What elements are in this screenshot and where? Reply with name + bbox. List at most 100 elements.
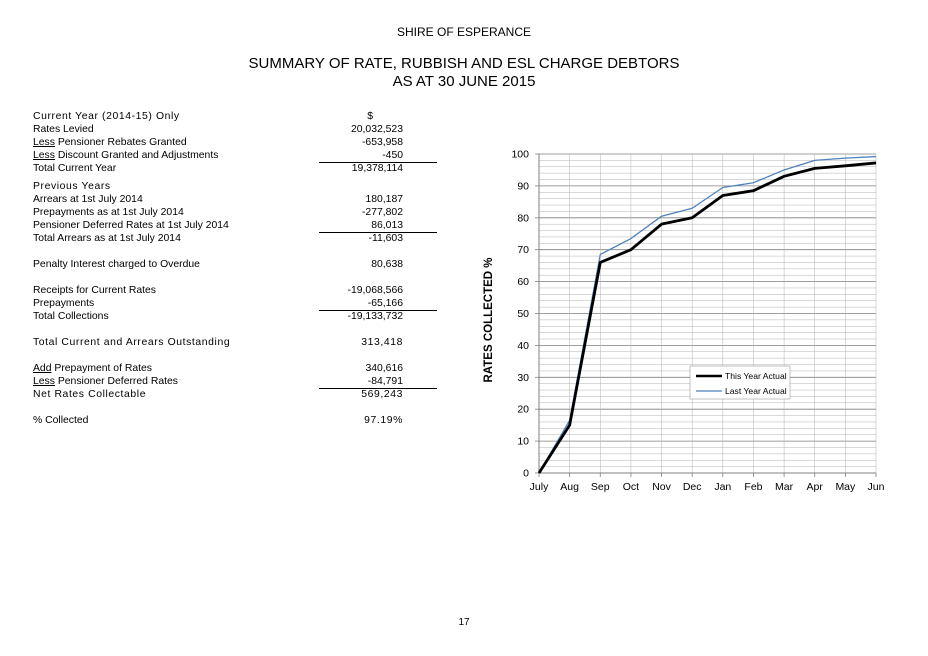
x-tick-label: Sep (591, 481, 610, 493)
discount-value: -450 (382, 150, 403, 161)
percent-collected-value: 97.19% (364, 415, 403, 426)
y-tick-label: 90 (517, 180, 529, 192)
page-number: 17 (458, 617, 470, 628)
less-pensioner-deferred-text: Pensioner Deferred Rates (57, 376, 178, 387)
total-collections-value: -19,133,732 (347, 311, 403, 322)
y-tick-label: 60 (517, 276, 529, 288)
x-tick-label: Feb (744, 481, 762, 493)
prepayments-1july-row: Prepayments as at 1st July 2014 -277,802 (33, 206, 413, 219)
total-arrears-label: Total Arrears as at 1st July 2014 (33, 233, 181, 244)
x-tick-label: Jun (868, 481, 885, 493)
total-outstanding-row: Total Current and Arrears Outstanding 31… (33, 336, 413, 349)
net-collectable-value: 569,243 (361, 389, 403, 400)
total-arrears-row: Total Arrears as at 1st July 2014 -11,60… (33, 232, 437, 245)
x-tick-label: Oct (623, 481, 639, 493)
current-year-heading-row: Current Year (2014-15) Only $ (33, 110, 413, 123)
y-tick-label: 30 (517, 372, 529, 384)
receipts-value: -19,068,566 (347, 285, 403, 296)
add-prepayment-row: Add Prepayment of Rates 340,616 (33, 362, 413, 375)
current-year-heading: Current Year (2014-15) Only (33, 111, 180, 122)
y-tick-label: 40 (517, 340, 529, 352)
y-tick-label: 80 (517, 212, 529, 224)
y-axis-title: RATES COLLECTED % (483, 257, 495, 382)
pensioner-deferred-row: Pensioner Deferred Rates at 1st July 201… (33, 219, 413, 232)
y-tick-label: 100 (511, 149, 529, 161)
legend-label-last-year: Last Year Actual (725, 386, 787, 396)
chart-axes: 0 10 20 30 40 50 60 70 80 90 100 July Aug Sep Oct Nov De… (511, 149, 884, 494)
less-pensioner-deferred-label: Less Pensioner Deferred Rates (33, 375, 178, 388)
total-current-row: Total Current Year 19,378,114 (33, 162, 437, 175)
legend-box (689, 365, 791, 400)
legend-label-this-year: This Year Actual (725, 371, 787, 381)
prepayments-row: Prepayments -65,166 (33, 297, 413, 310)
report-date: AS AT 30 JUNE 2015 (392, 73, 536, 90)
chart-legend: This Year Actual Last Year Actual (689, 365, 791, 400)
total-outstanding-value: 313,418 (361, 337, 403, 348)
net-collectable-row: Net Rates Collectable 569,243 (33, 388, 437, 401)
x-tick-label: July (530, 481, 549, 493)
subtotal-rule (319, 388, 437, 389)
add-prepayment-text: Prepayment of Rates (54, 363, 152, 374)
discount-label: Less Discount Granted and Adjustments (33, 149, 218, 162)
receipts-label: Receipts for Current Rates (33, 285, 157, 296)
x-tick-label: Mar (775, 481, 794, 493)
x-tick-label: Nov (652, 481, 671, 493)
pensioner-rebates-value: -653,958 (361, 137, 403, 148)
add-prepayment-label: Add Prepayment of Rates (33, 362, 152, 375)
chart-grid (538, 153, 877, 474)
rates-levied-value: 20,032,523 (350, 124, 403, 135)
penalty-label: Penalty Interest charged to Overdue (33, 259, 200, 270)
x-tick-label: Dec (683, 481, 702, 493)
y-tick-label: 50 (517, 308, 529, 320)
pensioner-rebates-label: Less Pensioner Rebates Granted (33, 136, 187, 149)
penalty-value: 80,638 (371, 259, 403, 270)
add-prepayment-value: 340,616 (365, 363, 403, 374)
arrears-label: Arrears at 1st July 2014 (33, 194, 143, 205)
rates-levied-row: Rates Levied 20,032,523 (33, 123, 413, 136)
organisation-name: SHIRE OF ESPERANCE (396, 25, 532, 39)
percent-collected-row: % Collected 97.19% (33, 414, 413, 427)
previous-years-heading: Previous Years (33, 181, 111, 192)
subtotal-rule (319, 232, 437, 233)
penalty-row: Penalty Interest charged to Overdue 80,6… (33, 258, 413, 271)
rates-levied-label: Rates Levied (33, 124, 94, 135)
chart-series (537, 155, 877, 474)
less-word: Less (33, 376, 55, 387)
y-tick-label: 20 (517, 404, 529, 416)
net-collectable-label: Net Rates Collectable (33, 389, 147, 400)
series-line-this-year (537, 161, 877, 474)
pensioner-rebates-row: Less Pensioner Rebates Granted -653,958 (33, 136, 413, 149)
y-tick-label: 0 (523, 468, 529, 480)
percent-collected-label: % Collected (33, 415, 89, 426)
arrears-row: Arrears at 1st July 2014 180,187 (33, 193, 413, 206)
report-title: SUMMARY OF RATE, RUBBISH AND ESL CHARGE … (248, 55, 680, 72)
pensioner-rebates-text: Pensioner Rebates Granted (57, 137, 187, 148)
x-tick-label: May (835, 481, 856, 493)
discount-row: Less Discount Granted and Adjustments -4… (33, 149, 413, 162)
prepayments-1july-value: -277,802 (361, 207, 403, 218)
prepayments-1july-label: Prepayments as at 1st July 2014 (33, 207, 184, 218)
debtors-summary: Current Year (2014-15) Only $ Rates Levi… (33, 110, 437, 427)
previous-years-heading-row: Previous Years (33, 180, 413, 193)
x-tick-label: Jan (714, 481, 731, 493)
add-word: Add (33, 363, 52, 374)
less-word: Less (33, 137, 55, 148)
y-tick-label: 10 (517, 436, 529, 448)
total-collections-label: Total Collections (33, 311, 109, 322)
y-tick-label: 70 (517, 244, 529, 256)
subtotal-rule (319, 162, 437, 163)
discount-text: Discount Granted and Adjustments (57, 150, 219, 161)
total-outstanding-label: Total Current and Arrears Outstanding (33, 337, 231, 348)
subtotal-rule (319, 310, 437, 311)
receipts-row: Receipts for Current Rates -19,068,566 (33, 284, 413, 297)
arrears-value: 180,187 (365, 194, 403, 205)
x-tick-label: Apr (807, 481, 824, 493)
prepayments-value: -65,166 (367, 298, 403, 309)
less-pensioner-deferred-value: -84,791 (367, 376, 403, 387)
total-current-label: Total Current Year (33, 163, 117, 174)
total-arrears-value: -11,603 (368, 233, 403, 244)
x-tick-label: Aug (560, 481, 579, 493)
less-pensioner-deferred-row: Less Pensioner Deferred Rates -84,791 (33, 375, 413, 388)
pensioner-deferred-label: Pensioner Deferred Rates at 1st July 201… (33, 220, 229, 231)
